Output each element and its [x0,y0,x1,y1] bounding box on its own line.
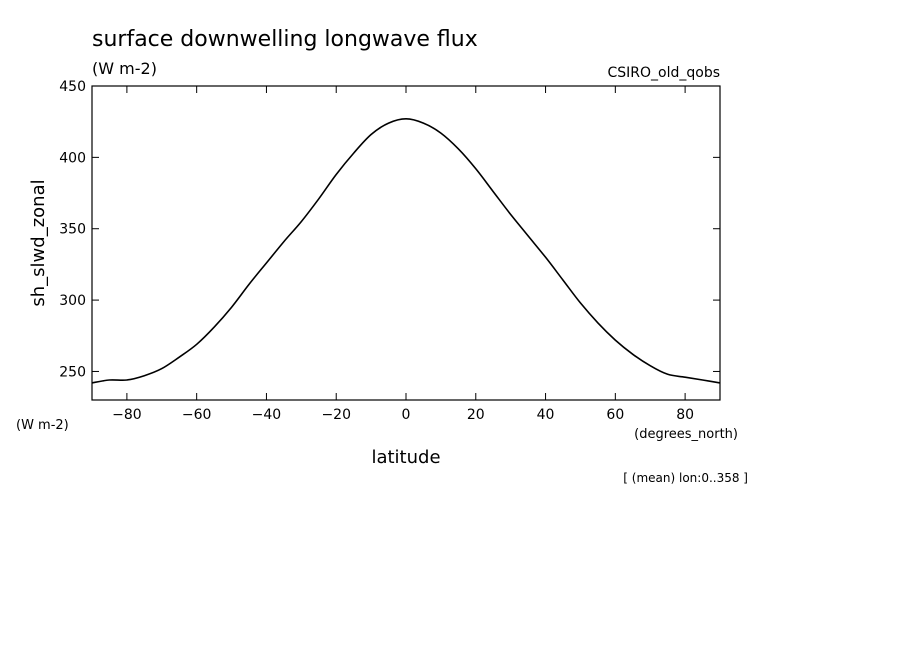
y-tick-label: 450 [59,79,86,95]
y-axis-title: sh_slwd_zonal [28,179,49,306]
y-tick-label: 400 [59,150,86,166]
x-tick-label: −60 [182,407,212,423]
averaging-note: [ (mean) lon:0..358 ] [623,471,748,485]
y-tick-label: 350 [59,222,86,238]
x-tick-label: 20 [467,407,485,423]
x-axis-units: (degrees_north) [634,427,738,442]
y-tick-label: 250 [59,364,86,380]
x-tick-label: −40 [252,407,282,423]
x-axis-title: latitude [371,447,440,468]
x-tick-label: 80 [676,407,694,423]
chart-units-label: (W m-2) [92,59,157,78]
x-tick-label: 40 [537,407,555,423]
y-axis-units: (W m-2) [16,418,69,433]
x-axis: −80 −60 −40 −20 0 20 40 60 80 [112,86,694,423]
y-axis: 250 300 350 400 450 [59,79,720,380]
x-tick-label: 60 [606,407,624,423]
model-label: CSIRO_old_qobs [607,65,720,81]
x-tick-label: −20 [321,407,351,423]
x-tick-label: −80 [112,407,142,423]
series-line [91,117,721,384]
chart-title: surface downwelling longwave flux [92,27,478,52]
y-tick-label: 300 [59,293,86,309]
x-tick-label: 0 [402,407,411,423]
